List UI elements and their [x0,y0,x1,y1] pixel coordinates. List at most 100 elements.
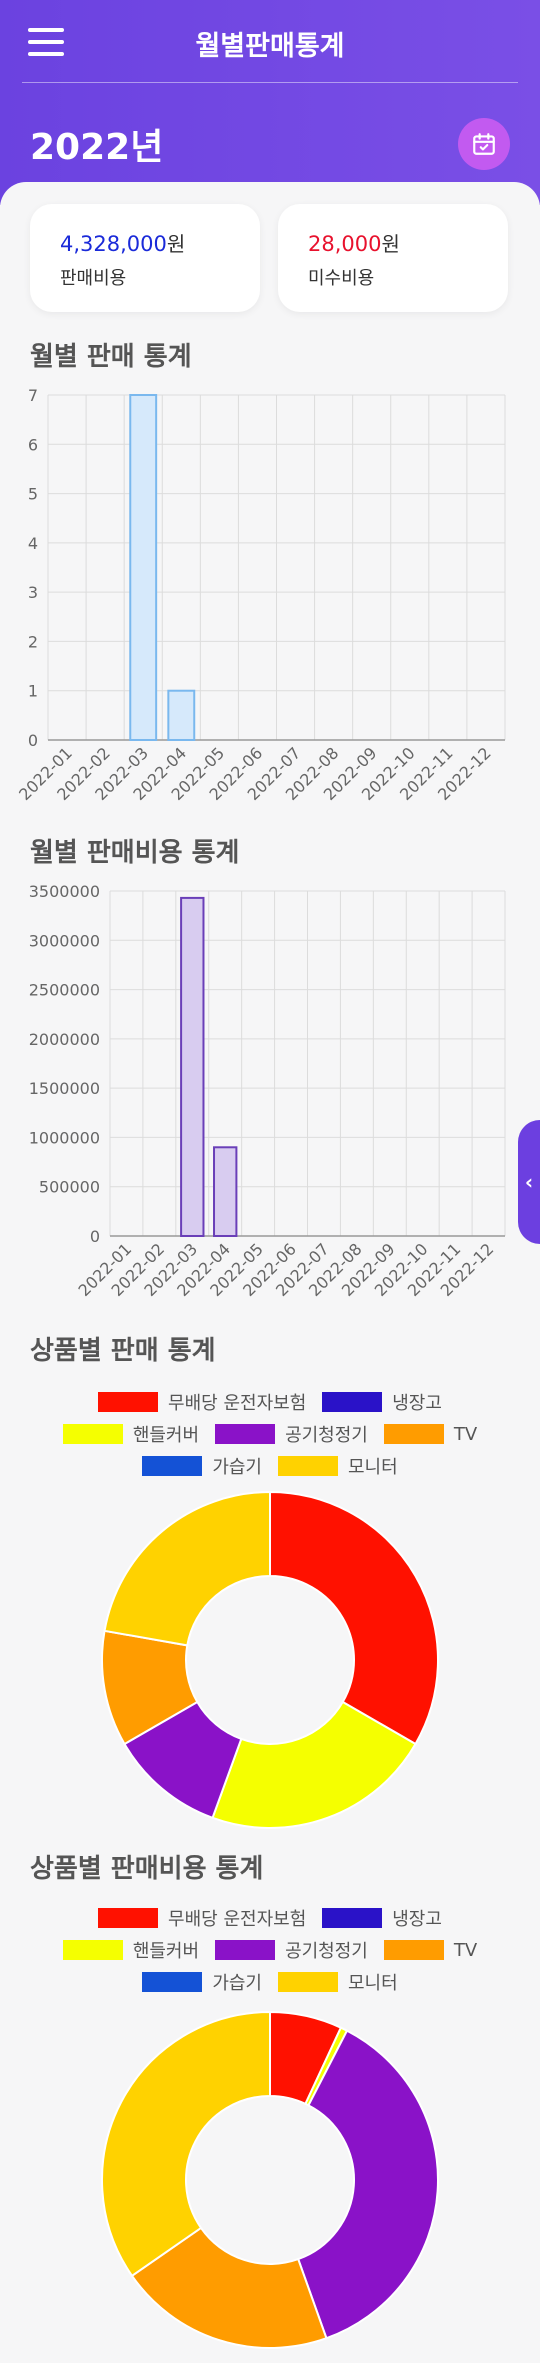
legend-item[interactable]: 공기청정기 [215,1937,368,1963]
hamburger-icon[interactable] [28,28,64,56]
legend-item[interactable]: 냉장고 [322,1389,442,1415]
monthly-revenue-title: 월별 판매비용 통계 [30,838,240,868]
legend-item[interactable]: 공기청정기 [215,1421,368,1447]
product-sales-donut [101,1490,439,1829]
unpaid-amount-card: 28,000원 미수비용 [278,204,508,312]
y-tick-label: 5 [28,485,38,504]
legend-item[interactable]: 모니터 [278,1453,398,1479]
y-tick-label: 2 [28,632,38,651]
y-tick-label: 2500000 [29,981,100,1000]
bar [167,689,196,742]
legend-item[interactable]: 핸들커버 [62,1937,200,1963]
legend-label: TV [453,1423,478,1445]
legend-swatch [278,1456,338,1476]
legend-item[interactable]: 무배당 운전자보험 [98,1905,306,1931]
legend-swatch [278,1972,338,1992]
legend-item[interactable]: 핸들커버 [62,1421,200,1447]
legend-label: 냉장고 [392,1909,442,1930]
y-tick-label: 1 [28,682,38,701]
y-tick-label: 0 [28,731,38,750]
legend-swatch [322,1392,383,1412]
legend-label: 가습기 [212,1457,262,1478]
y-tick-label: 2000000 [29,1030,100,1049]
legend-item[interactable]: 가습기 [142,1969,262,1995]
monthly-revenue-chart: 0 500000 1000000 1500000 2000000 2500000 30000… [29,882,506,1300]
calendar-button[interactable] [458,118,510,170]
legend-label: 모니터 [348,1457,398,1478]
legend-row: 핸들커버 공기청정기 TV [0,1934,540,1966]
donut-slice [269,1490,439,1746]
legend-item[interactable]: TV [383,1939,478,1961]
y-tick-label: 1500000 [29,1079,100,1098]
y-tick-label: 6 [28,435,38,454]
y-tick-label: 4 [28,534,38,553]
y-tick-label: 3000000 [29,931,100,950]
year-label: 2022년 [30,127,164,168]
legend-swatch [98,1908,159,1928]
legend-label: 무배당 운전자보험 [168,1909,307,1930]
monthly-sales-chart: 012345672022-012022-022022-032022-042022… [15,386,506,804]
legend-swatch [383,1424,444,1444]
y-tick-label: 7 [28,386,38,405]
sales-amount-card: 4,328,000원 판매비용 [30,204,260,312]
legend-swatch [215,1424,276,1444]
product-revenue-donut [101,2010,439,2349]
sales-amount-label: 판매비용 [60,268,127,289]
monthly-sales-title: 월별 판매 통계 [30,342,192,372]
sales-amount-value: 4,328,000 [60,232,167,256]
legend-swatch [142,1972,203,1992]
legend-swatch [215,1940,276,1960]
legend-swatch [322,1908,383,1928]
legend-item[interactable]: 가습기 [142,1453,262,1479]
legend-item[interactable]: TV [383,1423,478,1445]
donut-slice [211,1700,417,1829]
y-tick-label: 1000000 [29,1128,100,1147]
side-drawer-toggle[interactable]: ‹ [518,1120,540,1244]
unpaid-amount-unit: 원 [381,232,400,256]
donut-slice [101,2010,271,2278]
legend-label: 핸들커버 [132,1425,200,1446]
legend-label: 무배당 운전자보험 [168,1393,307,1414]
header-divider [22,82,518,83]
y-tick-label: 500000 [39,1178,100,1197]
bar [180,896,205,1238]
bar [213,1146,238,1237]
legend-item[interactable]: 냉장고 [322,1905,442,1931]
legend-row: 가습기 모니터 [0,1450,540,1482]
legend-label: 냉장고 [392,1393,442,1414]
legend-row: 핸들커버 공기청정기 TV [0,1418,540,1450]
legend-swatch [383,1940,444,1960]
legend-item[interactable]: 모니터 [278,1969,398,1995]
legend-label: TV [453,1939,478,1961]
legend-swatch [142,1456,203,1476]
legend-label: 핸들커버 [132,1941,200,1962]
legend-item[interactable]: 무배당 운전자보험 [98,1389,306,1415]
legend-label: 가습기 [212,1973,262,1994]
app-header: 월별판매통계 2022년 [0,0,540,205]
product-revenue-title: 상품별 판매비용 통계 [30,1854,264,1884]
unpaid-amount-value: 28,000 [308,232,382,256]
legend-row: 무배당 운전자보험 냉장고 [0,1902,540,1934]
y-tick-label: 0 [90,1227,100,1246]
y-tick-label: 3500000 [29,882,100,901]
legend-swatch [98,1392,159,1412]
legend-swatch [62,1424,123,1444]
bar [129,394,158,741]
page-title: 월별판매통계 [195,31,345,62]
unpaid-amount-label: 미수비용 [308,268,375,289]
calendar-check-icon [473,133,495,155]
y-tick-label: 3 [28,583,38,602]
donut-slice [296,2029,439,2340]
legend-label: 공기청정기 [285,1941,368,1962]
donut-slice [130,2226,328,2349]
donut-slice [103,1490,271,1647]
legend-row: 가습기 모니터 [0,1966,540,1998]
legend-swatch [62,1940,123,1960]
legend-label: 공기청정기 [285,1425,368,1446]
legend-row: 무배당 운전자보험 냉장고 [0,1386,540,1418]
product-sales-title: 상품별 판매 통계 [30,1336,216,1366]
legend-label: 모니터 [348,1973,398,1994]
sales-amount-unit: 원 [166,232,186,256]
